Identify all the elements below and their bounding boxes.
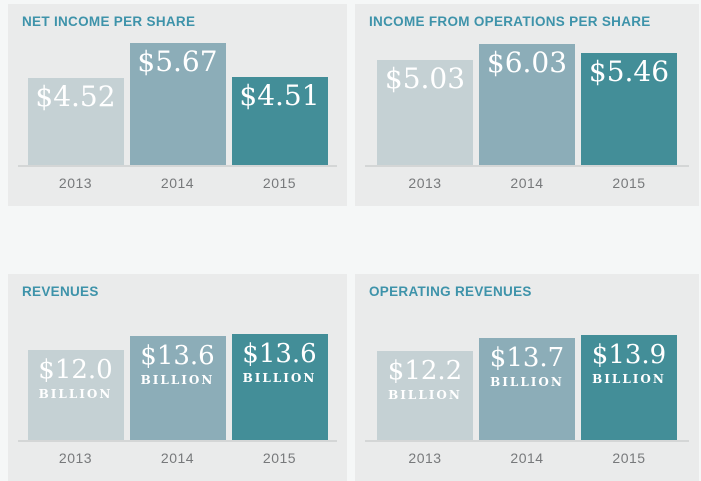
x-axis-tick-2015: 2015 <box>612 175 646 191</box>
bar-2013: $12.0 BILLION <box>27 350 124 440</box>
chart-title: NET INCOME PER SHARE <box>22 14 196 29</box>
x-axis-ticks: 2013 2014 2015 <box>8 167 347 206</box>
bar-unit-label: BILLION <box>388 388 462 403</box>
bar-unit-label: BILLION <box>490 375 564 390</box>
bar-unit-label: BILLION <box>140 373 215 388</box>
x-axis-tick-2014: 2014 <box>160 450 195 466</box>
bar-value-label: $12.2 <box>387 356 463 386</box>
x-axis-tick-2014: 2014 <box>160 175 195 191</box>
bar-2014: $5.67 <box>129 43 226 165</box>
x-axis-tick-2015: 2015 <box>262 450 297 466</box>
bar-value-label: $13.6 <box>140 341 215 371</box>
x-axis-tick-2015: 2015 <box>612 450 646 466</box>
chart-title: OPERATING REVENUES <box>369 284 532 299</box>
bar-2013: $4.52 <box>27 78 124 165</box>
bar-unit-label: BILLION <box>242 371 317 386</box>
chart-panel-income-from-operations-per-share: INCOME FROM OPERATIONS PER SHARE $5.03 $… <box>355 4 699 206</box>
x-axis-tick-2013: 2013 <box>408 175 442 191</box>
chart-panel-revenues: REVENUES $12.0 BILLION $13.6 BILLION $13… <box>8 274 347 481</box>
x-axis-tick-2014: 2014 <box>510 450 544 466</box>
bar-2013: $5.03 <box>377 60 473 165</box>
chart-title: REVENUES <box>22 284 99 299</box>
bars-group: $12.2 BILLION $13.7 BILLION $13.9 BILLIO… <box>355 335 699 440</box>
chart-panel-operating-revenues: OPERATING REVENUES $12.2 BILLION $13.7 B… <box>355 274 699 481</box>
x-axis-line <box>365 165 689 167</box>
bar-value-label: $12.0 <box>38 355 113 385</box>
x-axis-line <box>18 165 337 167</box>
x-axis-ticks: 2013 2014 2015 <box>355 167 699 206</box>
bar-2014: $6.03 <box>479 44 575 165</box>
bar-unit-label: BILLION <box>38 387 113 402</box>
bar-2015: $4.51 <box>231 77 328 165</box>
chart-title: INCOME FROM OPERATIONS PER SHARE <box>369 14 651 29</box>
bar-value-label: $5.46 <box>588 55 670 88</box>
bar-2013: $12.2 BILLION <box>377 351 473 440</box>
x-axis-line <box>365 440 689 442</box>
chart-panel-net-income-per-share: NET INCOME PER SHARE $4.52 $5.67 $4.51 2… <box>8 4 347 206</box>
bars-group: $5.03 $6.03 $5.46 <box>355 44 699 165</box>
bar-value-label: $13.7 <box>489 343 565 373</box>
x-axis-tick-2013: 2013 <box>58 175 93 191</box>
bar-value-label: $5.03 <box>384 62 466 95</box>
bar-2015: $13.6 BILLION <box>231 334 328 440</box>
bar-unit-label: BILLION <box>592 372 666 387</box>
bar-2015: $13.9 BILLION <box>581 335 677 440</box>
bar-value-label: $5.67 <box>137 45 218 78</box>
x-axis-tick-2013: 2013 <box>58 450 93 466</box>
x-axis-ticks: 2013 2014 2015 <box>355 442 699 481</box>
bars-group: $4.52 $5.67 $4.51 <box>8 43 347 165</box>
x-axis-tick-2015: 2015 <box>262 175 297 191</box>
x-axis-line <box>18 440 337 442</box>
bar-value-label: $4.52 <box>35 80 116 113</box>
bar-2015: $5.46 <box>581 53 677 165</box>
bar-value-label: $13.9 <box>591 340 667 370</box>
x-axis-tick-2013: 2013 <box>408 450 442 466</box>
bar-2014: $13.6 BILLION <box>129 336 226 440</box>
x-axis-ticks: 2013 2014 2015 <box>8 442 347 481</box>
x-axis-tick-2014: 2014 <box>510 175 544 191</box>
bar-value-label: $13.6 <box>242 339 317 369</box>
bars-group: $12.0 BILLION $13.6 BILLION $13.6 BILLIO… <box>8 334 347 440</box>
bar-value-label: $4.51 <box>239 79 320 112</box>
bar-value-label: $6.03 <box>486 46 568 79</box>
bar-2014: $13.7 BILLION <box>479 338 575 440</box>
